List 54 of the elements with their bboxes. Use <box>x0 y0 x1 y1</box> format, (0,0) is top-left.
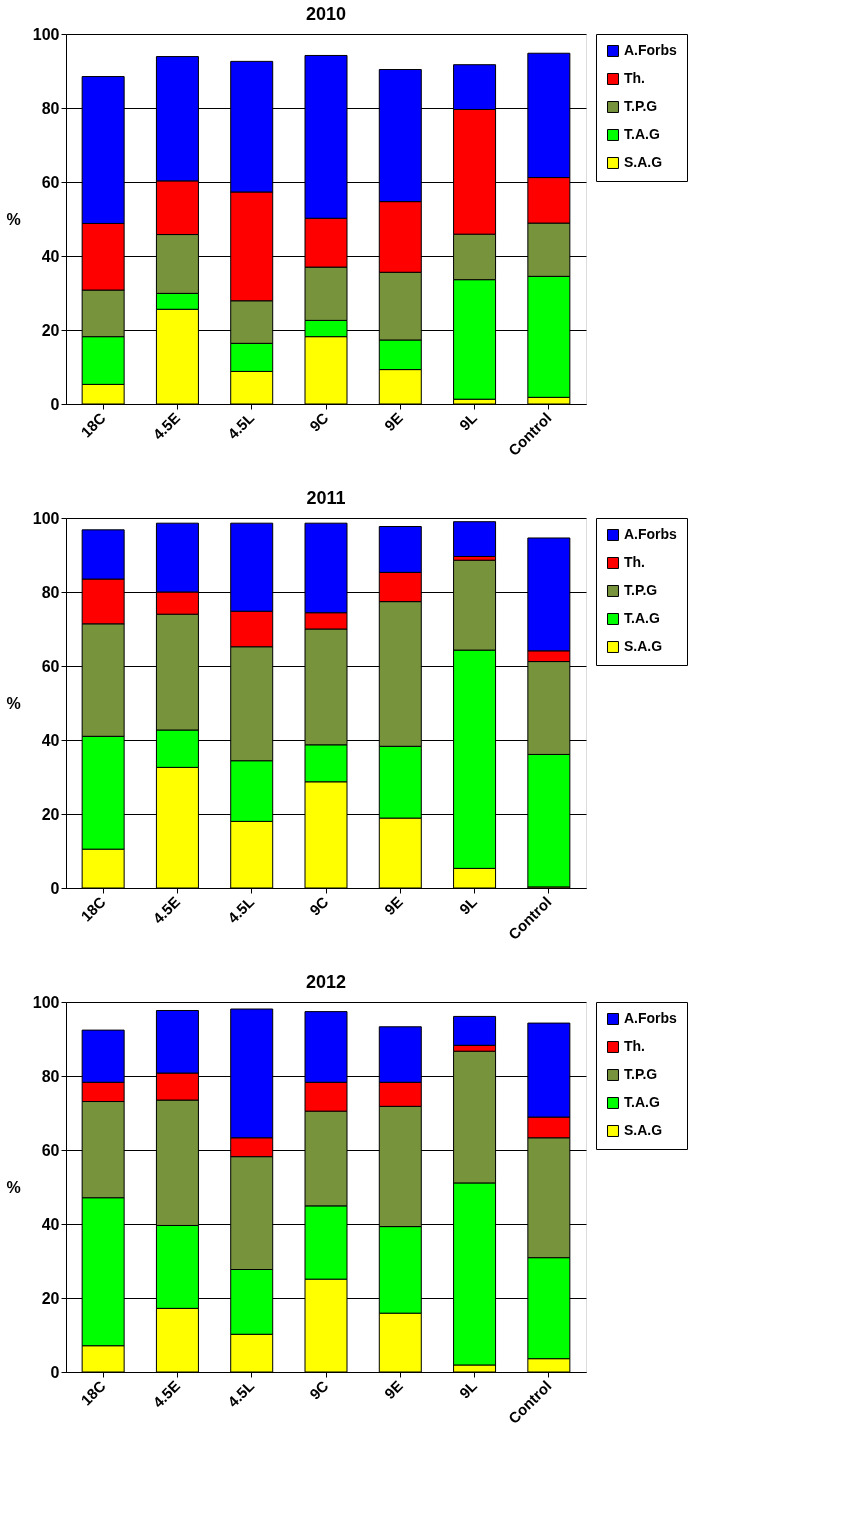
legend-label: T.P.G <box>624 582 658 598</box>
legend-label: A.Forbs <box>624 1010 678 1026</box>
legend-label: Th. <box>624 554 645 570</box>
y-tick-label: 80 <box>41 583 60 601</box>
legend-label: T.A.G <box>624 1094 660 1110</box>
y-tick-label: 40 <box>41 247 60 265</box>
y-tick-label: 80 <box>41 1067 60 1085</box>
legend-label: T.A.G <box>624 610 660 626</box>
y-tick-label: 60 <box>41 173 60 191</box>
x-tick-label: 9E <box>380 1377 406 1403</box>
legend-label: S.A.G <box>624 1122 663 1138</box>
y-tick-label: 0 <box>50 879 60 897</box>
x-tick-label: 9E <box>380 893 406 919</box>
legend-label: T.A.G <box>624 126 660 142</box>
x-tick-label: 18C <box>77 409 109 441</box>
x-tick-label: 18C <box>77 893 109 925</box>
x-tick-label: 9L <box>455 893 481 918</box>
legend-label: A.Forbs <box>624 42 678 58</box>
y-axis-title: % <box>6 210 21 228</box>
legend-label: S.A.G <box>624 638 663 654</box>
x-tick-label: 9C <box>306 409 332 435</box>
chart-title: 2010 <box>305 4 347 24</box>
y-tick-label: 20 <box>41 805 60 823</box>
legend-label: T.P.G <box>624 98 658 114</box>
x-tick-label: 4.5L <box>224 893 258 927</box>
y-tick-label: 40 <box>41 731 60 749</box>
y-tick-label: 60 <box>41 1141 60 1159</box>
y-tick-label: 0 <box>50 395 60 413</box>
legend-label: T.P.G <box>624 1066 658 1082</box>
chart-title: 2012 <box>305 972 347 992</box>
legend-label: S.A.G <box>624 154 663 170</box>
y-tick-label: 100 <box>32 993 60 1011</box>
y-tick-label: 20 <box>41 321 60 339</box>
y-tick-label: 60 <box>41 657 60 675</box>
x-tick-label: 4.5L <box>224 409 258 443</box>
x-tick-label: 9L <box>455 1377 481 1402</box>
legend-label: A.Forbs <box>624 526 678 542</box>
y-axis-title: % <box>6 1178 21 1196</box>
x-tick-label: 9L <box>455 409 481 434</box>
y-axis-title: % <box>6 694 21 712</box>
chart-title: 2011 <box>306 488 346 508</box>
x-tick-label: 9C <box>306 893 332 919</box>
x-tick-label: 9C <box>306 1377 332 1403</box>
x-tick-label: 4.5L <box>224 1377 258 1411</box>
y-tick-label: 100 <box>32 25 60 43</box>
legend-label: Th. <box>624 1038 645 1054</box>
y-tick-label: 20 <box>41 1289 60 1307</box>
y-tick-label: 0 <box>50 1363 60 1381</box>
x-tick-label: 18C <box>77 1377 109 1409</box>
y-tick-label: 40 <box>41 1215 60 1233</box>
y-tick-label: 100 <box>32 509 60 527</box>
legend-label: Th. <box>624 70 645 86</box>
x-tick-label: 9E <box>380 409 406 435</box>
y-tick-label: 80 <box>41 99 60 117</box>
